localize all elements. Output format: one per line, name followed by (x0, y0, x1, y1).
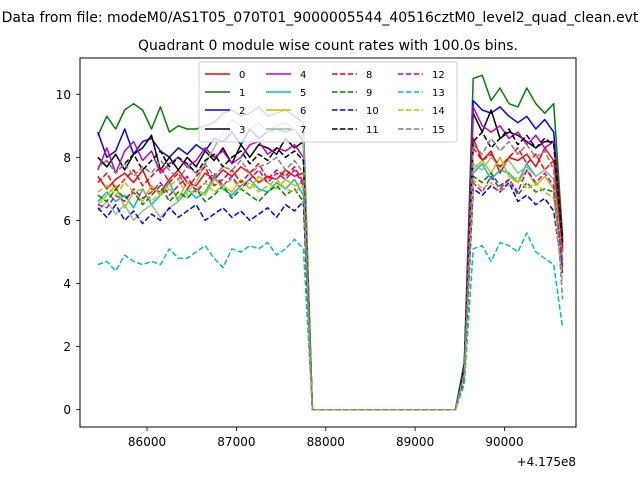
legend-label-1: 1 (239, 88, 245, 99)
figure-suptitle: Data from file: modeM0/AS1T05_070T01_900… (2, 10, 639, 26)
series-line-14 (97, 175, 564, 411)
y-tick-label: 6 (63, 214, 71, 228)
x-tick-label: 89000 (396, 435, 434, 449)
x-axis-ticks: 86000 87000 88000 89000 90000 (128, 427, 524, 449)
legend-label-7: 7 (300, 125, 306, 136)
legend-label-6: 6 (300, 106, 306, 117)
x-tick-label: 86000 (128, 435, 166, 449)
series-line-8 (97, 147, 564, 411)
legend-label-9: 9 (366, 88, 372, 99)
legend-label-2: 2 (239, 106, 245, 117)
series-line-13 (97, 232, 564, 411)
y-tick-label: 0 (63, 403, 71, 417)
legend-label-15: 15 (432, 125, 445, 136)
y-tick-label: 4 (63, 277, 71, 291)
x-tick-label: 90000 (485, 435, 523, 449)
y-tick-label: 2 (63, 340, 71, 354)
chart-title: Quadrant 0 module wise count rates with … (138, 38, 518, 54)
legend-label-13: 13 (432, 88, 445, 99)
legend-label-3: 3 (239, 125, 245, 136)
series-line-15 (97, 137, 564, 411)
series-line-12 (97, 169, 564, 411)
series-line-6 (97, 156, 564, 411)
legend-label-10: 10 (366, 106, 379, 117)
axes-frame (79, 57, 577, 428)
legend-label-0: 0 (239, 70, 245, 81)
legend-frame (198, 61, 458, 143)
legend-label-4: 4 (300, 70, 306, 81)
y-tick-label: 10 (56, 88, 71, 102)
y-tick-label: 8 (63, 151, 71, 165)
series-line-10 (97, 181, 564, 411)
series-line-3 (97, 109, 564, 411)
legend-label-11: 11 (366, 125, 379, 136)
x-offset-text: +4.175e8 (517, 455, 576, 469)
x-tick-label: 88000 (307, 435, 345, 449)
legend-label-12: 12 (432, 70, 445, 81)
legend-label-5: 5 (300, 88, 306, 99)
series-line-4 (97, 106, 564, 411)
legend-label-14: 14 (432, 106, 445, 117)
legend-label-8: 8 (366, 70, 372, 81)
x-tick-label: 87000 (217, 435, 255, 449)
y-axis-ticks: 0 2 4 6 8 10 (56, 88, 80, 417)
